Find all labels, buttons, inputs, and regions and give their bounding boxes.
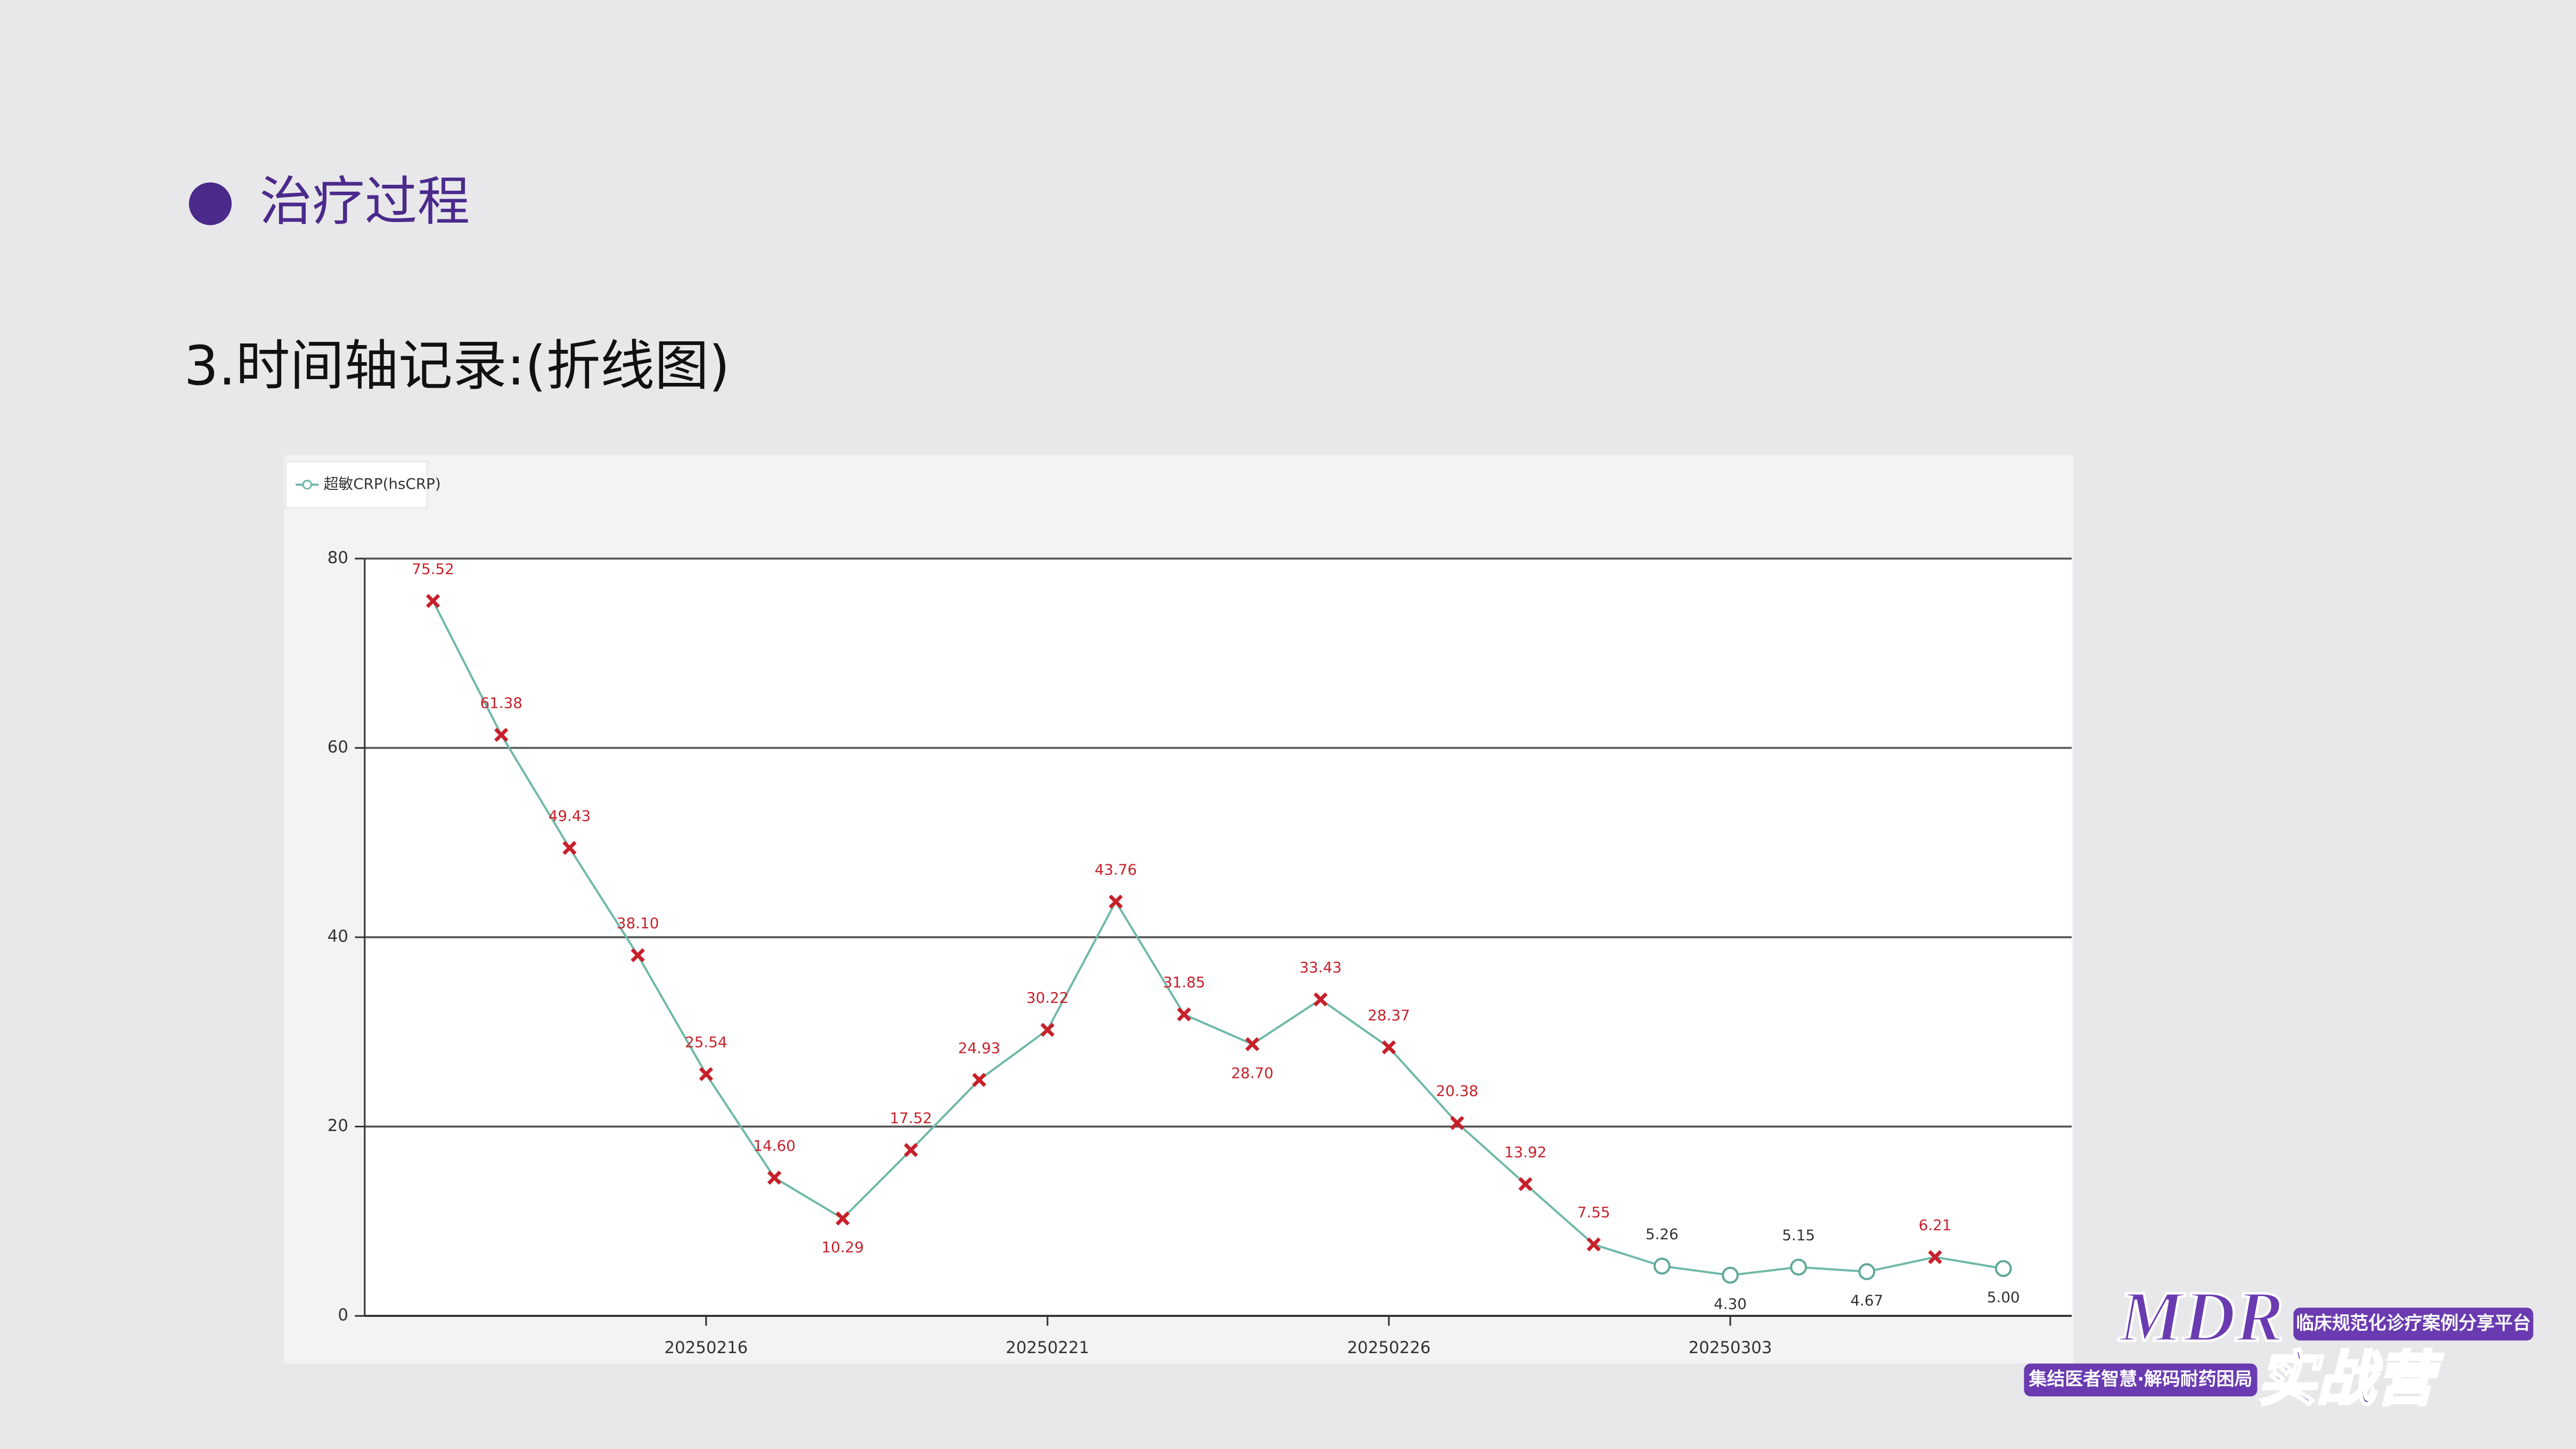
marker: [1994, 1260, 2012, 1278]
logo-name: 实战营: [2258, 1345, 2444, 1414]
marker: [836, 1211, 850, 1226]
value-label: 10.29: [822, 1239, 864, 1256]
x-tick-label: 20250216: [664, 1338, 748, 1357]
marker: [1177, 1007, 1191, 1022]
value-label: 5.26: [1646, 1225, 1679, 1243]
marker: [1108, 894, 1123, 909]
marker: [1653, 1257, 1671, 1275]
value-label: 17.52: [890, 1109, 932, 1127]
chart: 0 20 40 60 80 20250216 20250221 20250226 2025030…: [296, 475, 2072, 1357]
logo: 临床规范化诊疗案例分享平台 MDR 集结医者智慧·解码耐药困局 实战营: [2024, 1275, 2533, 1415]
value-label: 25.54: [685, 1033, 727, 1051]
marker: [1313, 992, 1328, 1006]
logo-slogan: 集结医者智慧·解码耐药困局: [2029, 1369, 2253, 1390]
value-label: 5.00: [1987, 1289, 2020, 1306]
marker: [1518, 1177, 1533, 1191]
value-label: 75.52: [412, 560, 454, 578]
marker: [1858, 1263, 1876, 1280]
x-tick-label: 20250303: [1688, 1338, 1772, 1357]
value-label: 20.38: [1436, 1082, 1478, 1100]
marker: [699, 1067, 714, 1082]
heading: 治疗过程: [259, 171, 470, 233]
y-tick-label: 0: [338, 1306, 348, 1325]
value-label: 14.60: [753, 1137, 795, 1155]
value-label: 31.85: [1163, 973, 1205, 991]
value-label: 5.15: [1782, 1226, 1815, 1244]
value-label: 61.38: [480, 694, 522, 711]
marker: [1040, 1022, 1055, 1037]
value-label: 28.70: [1231, 1064, 1273, 1082]
marker: [1245, 1037, 1260, 1052]
value-label: 4.30: [1714, 1295, 1747, 1313]
y-tick-label: 60: [328, 738, 348, 757]
marker: [767, 1170, 782, 1185]
y-tick-label: 40: [328, 927, 348, 946]
value-label: 49.43: [549, 807, 591, 825]
marker: [1381, 1040, 1396, 1054]
bullet: [189, 182, 232, 225]
y-tick-label: 80: [328, 548, 348, 567]
logo-brand: MDR: [2118, 1277, 2284, 1357]
marker: [426, 594, 440, 608]
value-label: 4.67: [1850, 1292, 1883, 1309]
value-label: 6.21: [1919, 1216, 1952, 1234]
value-label: 30.22: [1026, 989, 1068, 1006]
x-tick-label: 20250226: [1347, 1338, 1430, 1357]
value-label: 33.43: [1299, 959, 1342, 976]
value-label: 24.93: [958, 1039, 1000, 1057]
marker: [562, 841, 577, 855]
value-label: 28.37: [1368, 1006, 1410, 1024]
data-line: [432, 600, 2004, 1276]
marker: [904, 1143, 918, 1157]
marker: [1790, 1258, 1808, 1276]
marker: [631, 948, 645, 962]
subheading: 3.时间轴记录:(折线图): [184, 335, 730, 398]
marker: [1450, 1116, 1465, 1130]
legend-marker: [302, 479, 313, 490]
value-label: 13.92: [1504, 1143, 1547, 1161]
value-label: 38.10: [617, 914, 659, 932]
legend-label: 超敏CRP(hsCRP): [324, 475, 441, 493]
marker: [972, 1073, 986, 1087]
logo-tagline: 临床规范化诊疗案例分享平台: [2296, 1313, 2531, 1334]
y-tick-label: 20: [328, 1116, 348, 1135]
value-label: 7.55: [1577, 1204, 1610, 1221]
logo-tagline-bg: [2293, 1307, 2533, 1341]
marker: [494, 727, 509, 742]
marker: [1928, 1250, 1942, 1264]
marker: [1587, 1237, 1601, 1252]
value-label: 43.76: [1094, 861, 1136, 879]
logo-slogan-bg: [2024, 1363, 2258, 1397]
x-tick-label: 20250221: [1005, 1338, 1089, 1357]
marker: [1722, 1266, 1739, 1284]
